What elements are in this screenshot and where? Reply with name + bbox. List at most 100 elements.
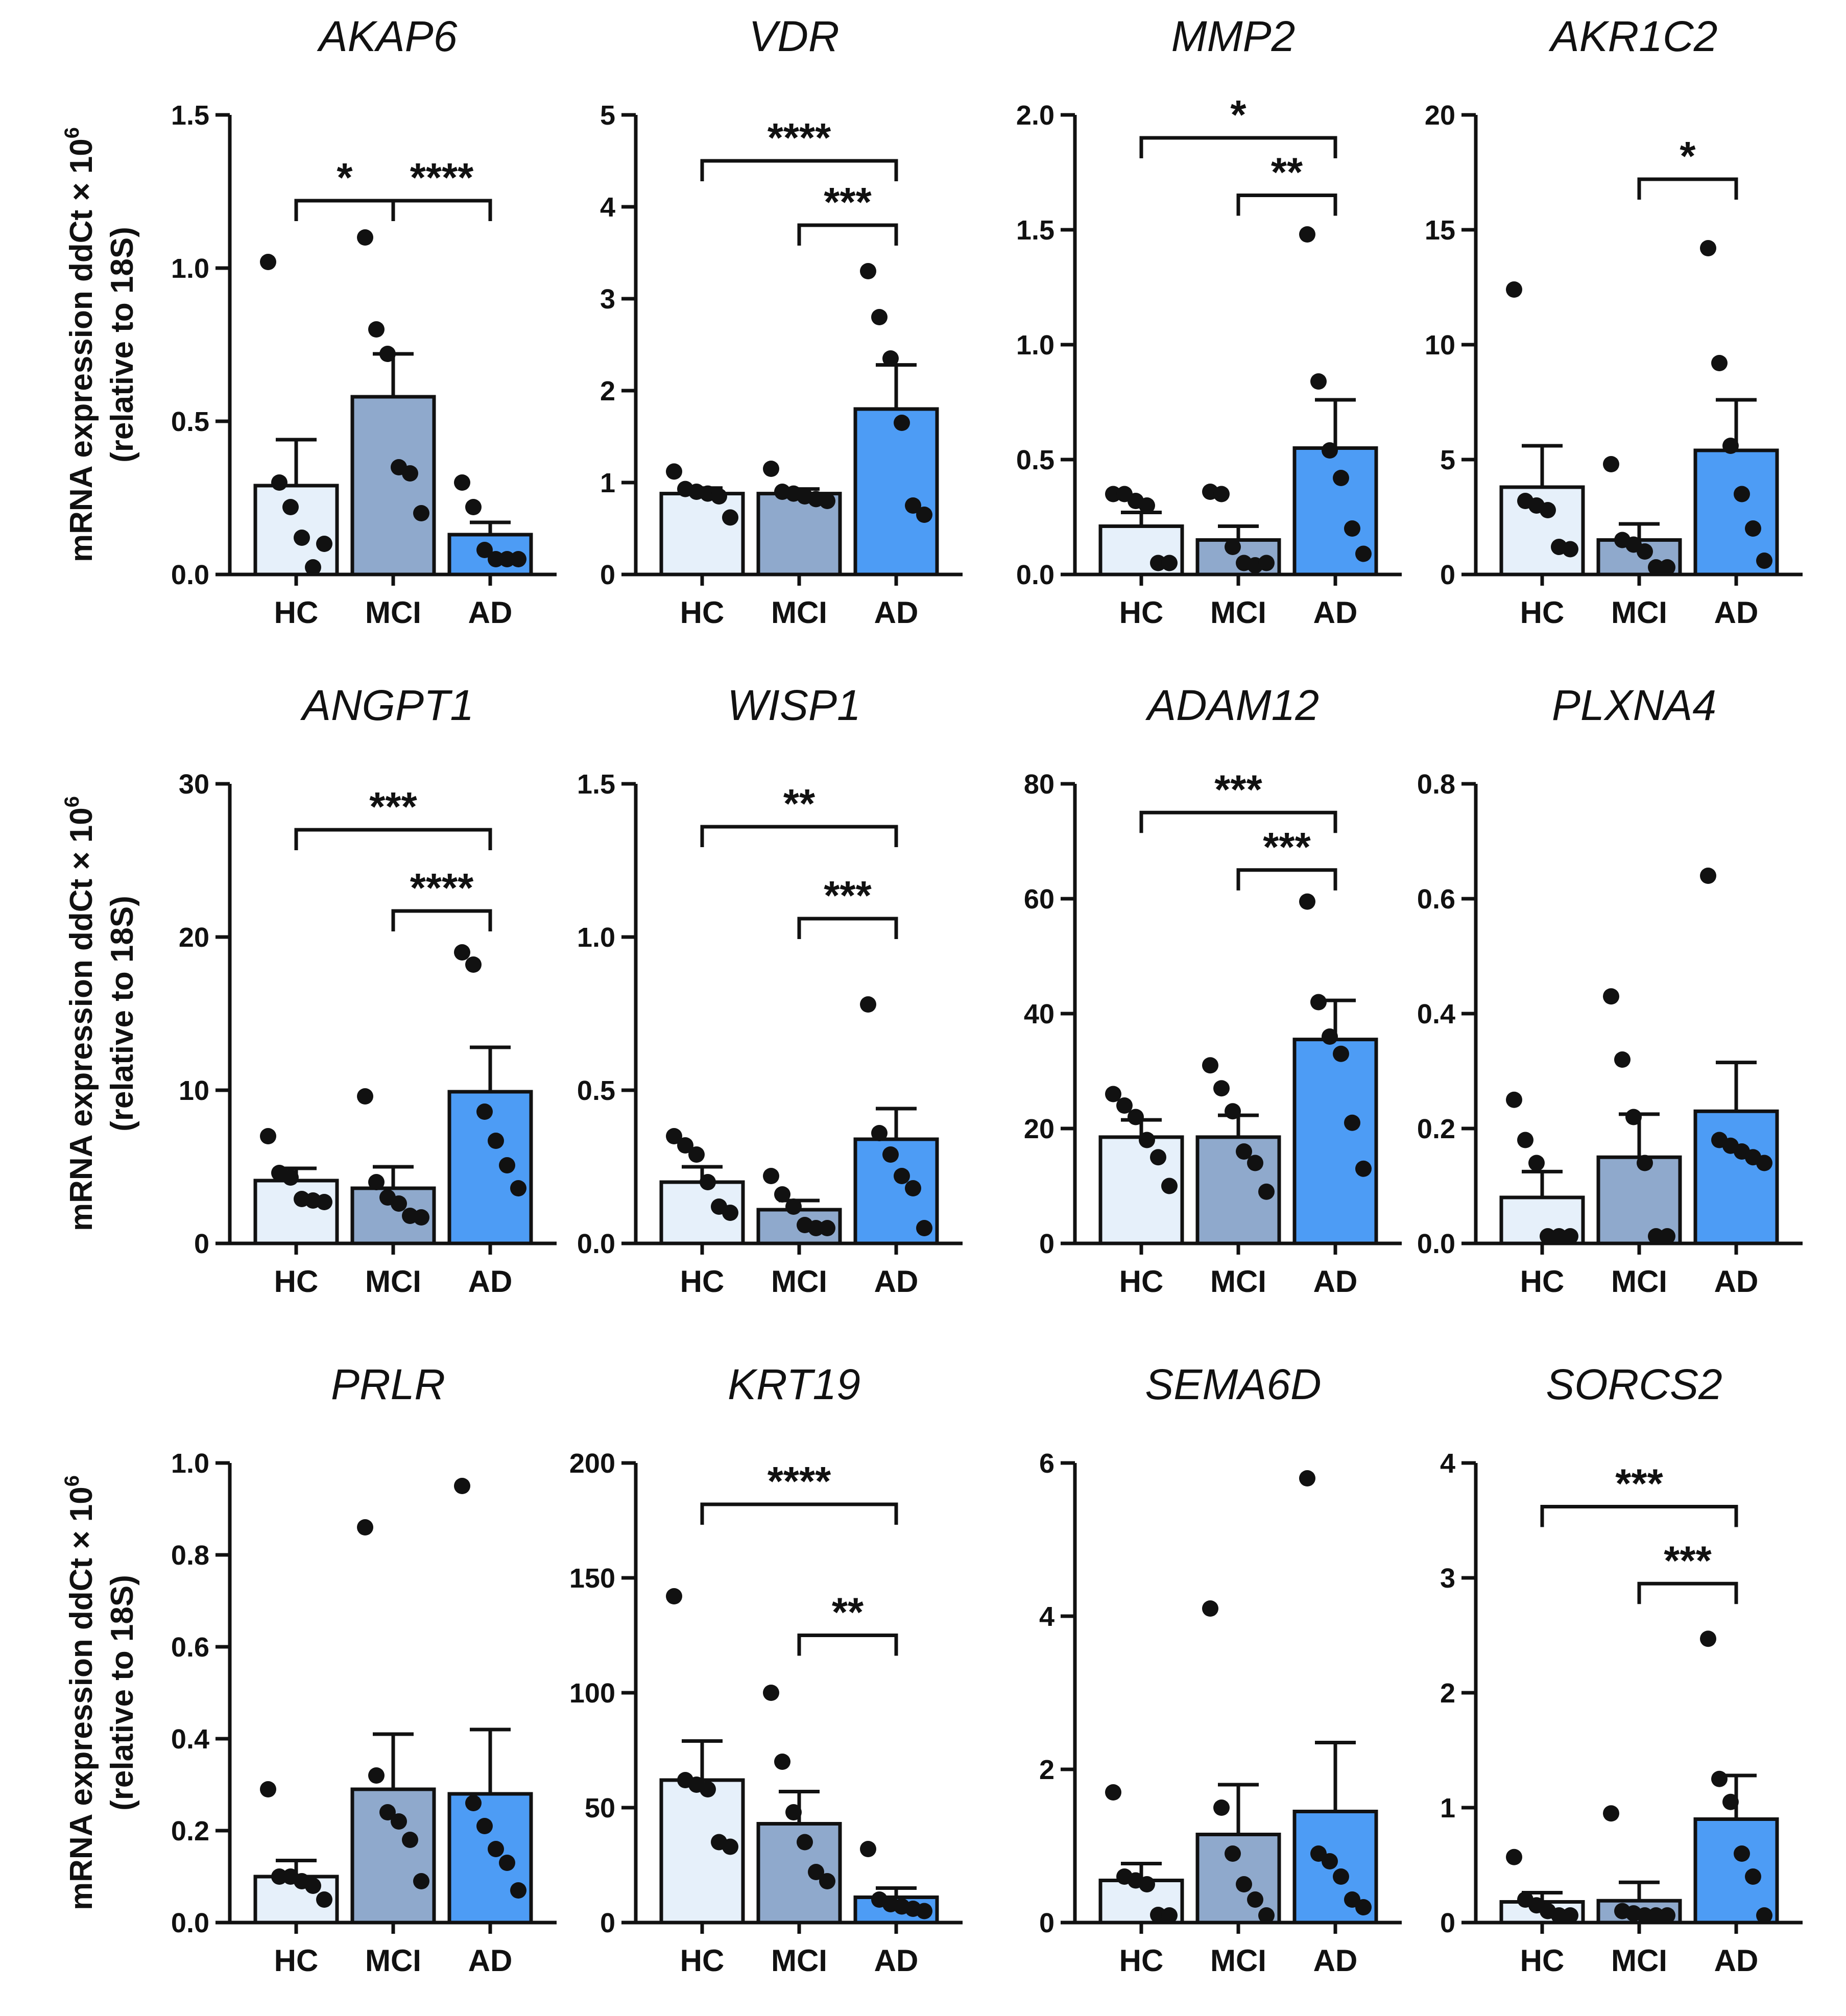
y-tick-label: 0.2: [1417, 1114, 1455, 1144]
data-point-hc: [282, 499, 299, 515]
data-point-ad: [1344, 1114, 1360, 1131]
x-tick-label-ad: AD: [1714, 1943, 1759, 1978]
data-point-mci: [1225, 539, 1241, 555]
data-point-ad: [871, 309, 888, 325]
x-tick-label-mci: MCI: [365, 1264, 421, 1299]
x-tick-label-ad: AD: [1313, 595, 1358, 630]
x-tick-label-mci: MCI: [771, 1943, 827, 1978]
y-tick-label: 150: [569, 1563, 615, 1594]
y-tick-label: 0.6: [1417, 884, 1455, 915]
data-point-ad: [1355, 1160, 1372, 1177]
significance-label: ****: [768, 115, 831, 160]
data-point-hc: [1506, 281, 1522, 298]
data-point-ad: [1333, 1868, 1349, 1885]
data-point-ad: [1322, 1028, 1338, 1045]
panel-title: AKR1C2: [1548, 12, 1718, 60]
data-point-ad: [894, 415, 910, 431]
data-point-ad: [510, 1180, 526, 1196]
significance-bracket: [700, 825, 898, 847]
data-point-hc: [1128, 1109, 1144, 1125]
data-point-mci: [1236, 1143, 1252, 1160]
y-tick-label: 0: [600, 560, 615, 590]
data-point-mci: [763, 461, 779, 477]
data-point-ad: [1711, 1770, 1728, 1787]
data-point-mci: [1202, 1600, 1218, 1617]
bar-mci: [350, 395, 436, 577]
y-axis-label-main: mRNA expression ddCt × 10: [64, 807, 99, 1231]
significance-label: **: [832, 1590, 864, 1635]
data-point-mci: [1213, 1799, 1230, 1816]
x-tick-label-hc: HC: [1119, 595, 1164, 630]
data-point-ad: [882, 1146, 899, 1163]
data-point-mci: [1603, 988, 1619, 1005]
y-axis-label-line2: (relative to 18S): [105, 227, 140, 463]
data-point-ad: [1299, 1470, 1315, 1486]
y-tick-label: 5: [600, 100, 615, 131]
panel-title: SORCS2: [1546, 1360, 1722, 1408]
data-point-ad: [488, 1841, 504, 1857]
data-point-hc: [1551, 1907, 1567, 1924]
data-point-hc: [316, 1891, 332, 1908]
data-point-ad: [465, 499, 482, 515]
data-point-hc: [1161, 555, 1178, 571]
significance-bracket: [294, 828, 492, 850]
data-point-hc: [1105, 1086, 1121, 1102]
y-tick-label: 0.0: [1016, 560, 1054, 590]
y-tick-label: 10: [179, 1075, 209, 1106]
y-axis-label-main: mRNA expression ddCt × 10: [64, 1486, 99, 1910]
data-point-hc: [1150, 555, 1166, 571]
panel-sema6d: SEMA6D 0 2 4 6 HC MCI AD: [1039, 1360, 1402, 1978]
x-tick-label-hc: HC: [274, 1943, 319, 1978]
x-tick-label-hc: HC: [1119, 1943, 1164, 1978]
data-point-hc: [722, 1838, 738, 1855]
y-tick-label: 50: [585, 1793, 615, 1823]
bar-ad: [1693, 1109, 1779, 1245]
data-point-hc: [1139, 1132, 1155, 1148]
x-tick-label-hc: HC: [1520, 1264, 1565, 1299]
x-tick-label-mci: MCI: [1210, 1943, 1266, 1978]
y-tick-label: 1: [600, 468, 615, 498]
y-tick-label: 2: [1039, 1755, 1054, 1785]
data-point-hc: [666, 463, 682, 480]
panel-title: SEMA6D: [1145, 1360, 1321, 1408]
bar-hc: [253, 1179, 339, 1245]
y-tick-label: 1.5: [171, 100, 209, 131]
data-point-hc: [722, 509, 738, 526]
data-point-mci: [819, 1873, 835, 1889]
bar-ad: [1292, 1038, 1378, 1245]
data-point-mci: [1225, 1103, 1241, 1120]
data-point-mci: [763, 1685, 779, 1701]
y-tick-label: 0.8: [1417, 769, 1455, 800]
data-point-ad: [1745, 1868, 1761, 1885]
data-point-ad: [454, 474, 470, 491]
bar-ad: [447, 1792, 533, 1925]
data-point-ad: [1756, 1907, 1772, 1924]
data-point-mci: [1637, 543, 1653, 560]
y-axis-label-main: mRNA expression ddCt × 10: [64, 138, 99, 562]
significance-label: *: [1230, 92, 1246, 137]
data-point-ad: [916, 1903, 932, 1919]
data-point-mci: [808, 1220, 824, 1236]
x-tick-label-ad: AD: [1313, 1264, 1358, 1299]
data-point-ad: [476, 542, 493, 558]
data-point-ad: [871, 1125, 888, 1141]
y-tick-label: 4: [1039, 1601, 1054, 1632]
data-point-hc: [1540, 502, 1556, 518]
data-point-mci: [1603, 456, 1619, 472]
data-point-mci: [785, 1198, 802, 1215]
data-point-mci: [774, 1186, 790, 1203]
x-tick-label-ad: AD: [874, 595, 919, 630]
y-tick-label: 4: [600, 192, 615, 223]
y-tick-label: 0: [1039, 1229, 1054, 1259]
data-point-ad: [488, 1133, 504, 1149]
data-point-mci: [1236, 1876, 1252, 1892]
significance-bracket: [391, 909, 492, 931]
data-point-mci: [819, 1220, 835, 1236]
y-tick-label: 0.4: [1417, 999, 1455, 1029]
data-point-ad: [1756, 553, 1772, 569]
data-point-mci: [379, 346, 396, 362]
panel-plxna4: PLXNA4 0.0 0.2 0.4 0.6 0.8 HC MCI AD: [1417, 681, 1803, 1299]
y-tick-label: 0.0: [171, 1908, 209, 1938]
significance-bracket: [1139, 810, 1337, 833]
